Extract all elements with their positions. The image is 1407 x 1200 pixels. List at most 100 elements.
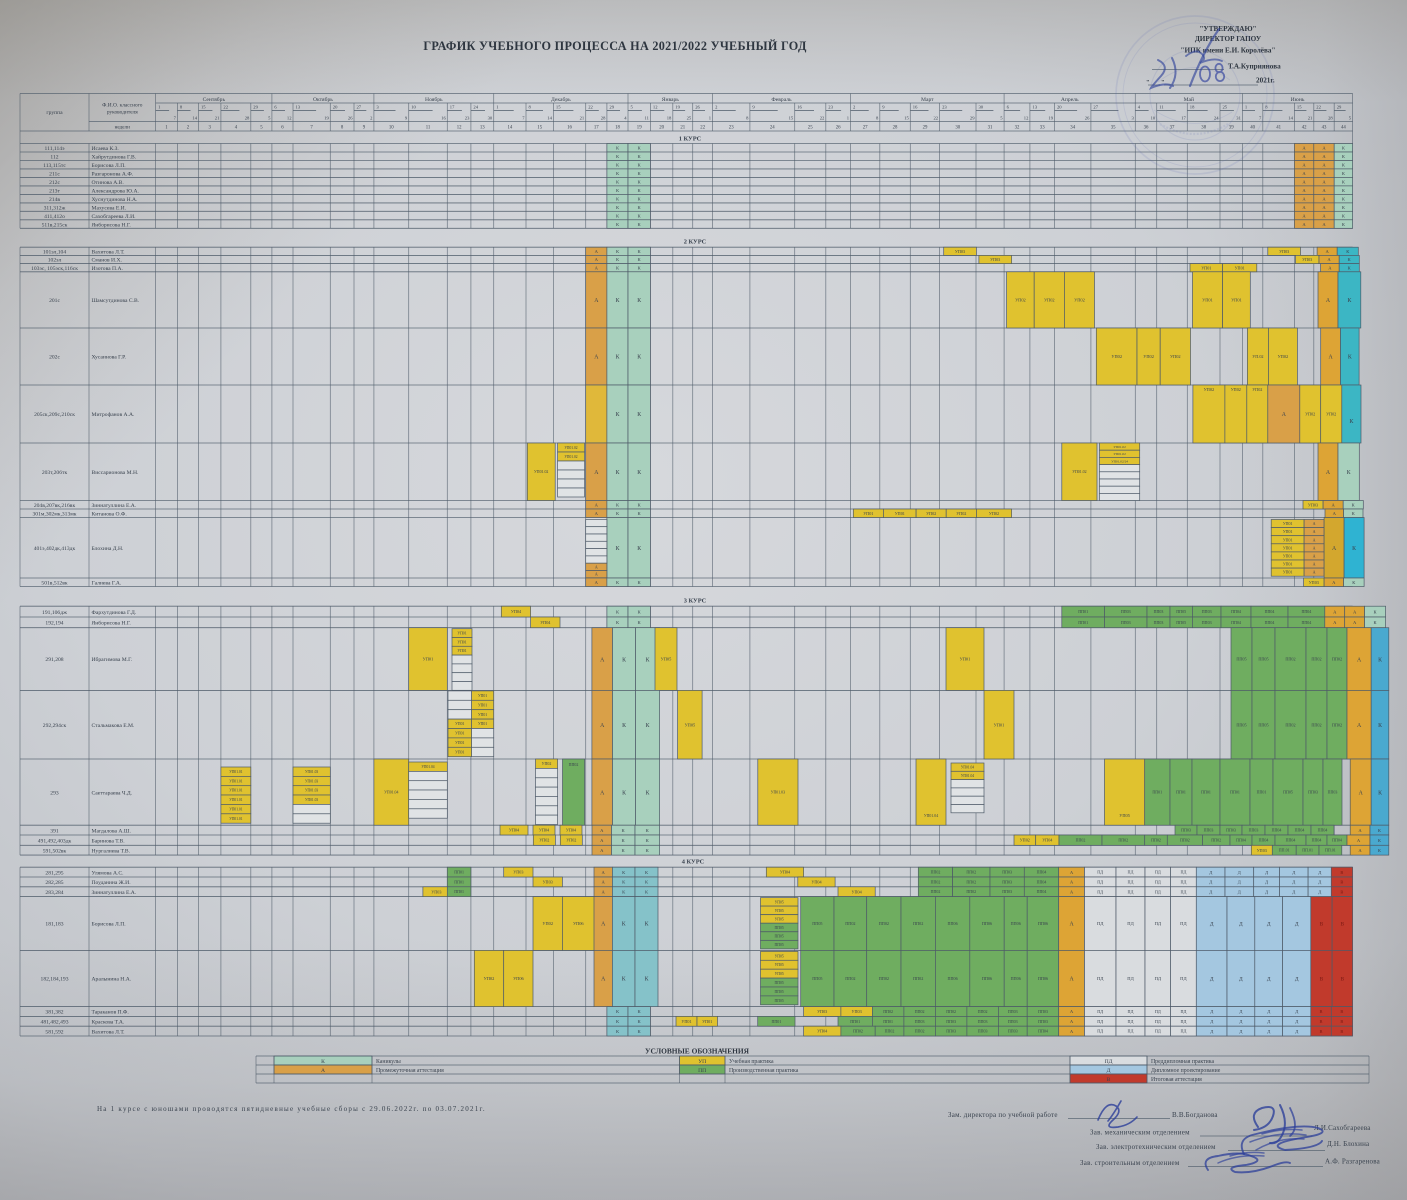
svg-text:К: К (616, 249, 620, 254)
svg-text:18: 18 (667, 116, 672, 121)
svg-text:ПП02: ПП02 (931, 870, 941, 875)
svg-text:Д.Н. Блохина: Д.Н. Блохина (1327, 1140, 1370, 1148)
svg-text:Митрофанов А.А.: Митрофанов А.А. (92, 411, 135, 418)
svg-text:7: 7 (174, 116, 177, 121)
svg-text:ПП06: ПП06 (1038, 976, 1048, 981)
svg-text:ПП04: ПП04 (1231, 620, 1241, 625)
svg-text:293: 293 (50, 790, 59, 796)
svg-text:УП05: УП05 (775, 972, 784, 976)
svg-text:ПП03: ПП03 (1202, 620, 1212, 625)
svg-text:К: К (638, 620, 642, 625)
svg-text:Д: Д (1292, 870, 1295, 875)
svg-text:481,482,493: 481,482,493 (41, 1020, 69, 1026)
svg-text:ПП05: ПП05 (1258, 657, 1268, 662)
svg-text:27: 27 (357, 104, 362, 109)
svg-text:А: А (600, 838, 604, 843)
svg-text:282,285: 282,285 (45, 880, 63, 886)
svg-text:группа: группа (46, 110, 63, 116)
svg-text:ПД: ПД (1097, 870, 1103, 875)
svg-text:ПП.01: ПП.01 (1325, 848, 1336, 853)
svg-text:283,284: 283,284 (45, 890, 63, 896)
svg-text:23: 23 (729, 125, 734, 130)
svg-text:8: 8 (180, 104, 183, 109)
svg-text:К: К (616, 412, 620, 418)
svg-text:ПП06: ПП06 (1011, 976, 1021, 981)
svg-text:В: В (1340, 889, 1343, 894)
svg-text:А: А (595, 503, 599, 508)
svg-text:511в,215ск: 511в,215ск (42, 222, 68, 228)
svg-text:Д: Д (1239, 1019, 1242, 1024)
svg-text:12: 12 (1024, 116, 1029, 121)
svg-text:21: 21 (1308, 116, 1313, 121)
svg-text:ПД: ПД (1155, 889, 1161, 894)
svg-text:ПП02: ПП02 (1151, 838, 1161, 843)
svg-text:3: 3 (376, 104, 379, 109)
svg-text:УП02: УП02 (1231, 387, 1241, 392)
svg-text:7: 7 (310, 125, 313, 130)
svg-text:К: К (616, 1029, 620, 1034)
svg-text:УП01: УП01 (455, 732, 464, 736)
svg-text:15: 15 (556, 104, 561, 109)
svg-text:УП02: УП02 (1252, 387, 1262, 392)
svg-text:103эс, 105эск,116ск: 103эс, 105эск,116ск (31, 266, 78, 272)
svg-text:5: 5 (631, 104, 634, 109)
svg-text:УП01: УП01 (702, 1019, 712, 1024)
svg-text:УП02: УП02 (542, 921, 553, 926)
svg-text:К: К (638, 257, 642, 262)
svg-text:А: А (1322, 154, 1326, 159)
svg-text:К: К (638, 162, 642, 167)
svg-text:К: К (616, 546, 620, 552)
svg-text:УП04: УП04 (540, 620, 551, 625)
svg-text:18: 18 (615, 125, 620, 130)
svg-text:41: 41 (1276, 125, 1281, 130)
svg-text:УП06: УП06 (573, 921, 584, 926)
svg-text:17: 17 (594, 125, 599, 130)
svg-text:УП03: УП03 (1309, 580, 1319, 585)
svg-text:А: А (1328, 265, 1332, 270)
svg-text:А: А (1327, 257, 1331, 262)
svg-text:А: А (1322, 196, 1326, 201)
svg-text:ПП02: ПП02 (1285, 657, 1295, 662)
svg-text:11: 11 (644, 116, 649, 121)
svg-text:ПП02: ПП02 (1332, 657, 1342, 662)
svg-text:ПП03: ПП03 (1002, 889, 1012, 894)
svg-text:ПП04: ПП04 (1265, 620, 1275, 625)
svg-text:ПП01: ПП01 (850, 1019, 860, 1024)
svg-text:ПП02: ПП02 (883, 1009, 893, 1014)
svg-text:УП02: УП02 (956, 511, 966, 516)
svg-text:УП02: УП02 (539, 838, 549, 843)
svg-text:Шамсутдинова С.В.: Шамсутдинова С.В. (92, 298, 140, 304)
svg-text:УП01: УП01 (960, 657, 971, 662)
svg-text:Д: Д (1295, 1019, 1298, 1024)
svg-text:К: К (616, 470, 620, 476)
svg-text:УП01: УП01 (455, 750, 464, 754)
svg-text:ПП05: ПП05 (775, 999, 784, 1003)
svg-text:1 КУРС: 1 КУРС (679, 136, 702, 143)
svg-text:В: В (1320, 1009, 1323, 1014)
svg-text:К: К (622, 828, 626, 833)
svg-text:А: А (595, 257, 599, 262)
svg-text:Баринова Т.В.: Баринова Т.В. (92, 838, 126, 844)
svg-text:9: 9 (882, 104, 885, 109)
svg-text:К: К (638, 1019, 642, 1024)
svg-text:5: 5 (1349, 116, 1352, 121)
svg-text:Д: Д (1318, 870, 1321, 875)
svg-text:УП03: УП03 (543, 880, 553, 885)
svg-text:А: А (1333, 511, 1337, 516)
svg-text:А: А (1333, 620, 1337, 625)
svg-text:УП05: УП05 (775, 900, 784, 904)
svg-text:30: 30 (979, 104, 984, 109)
svg-text:ПП.01: ПП.01 (1302, 848, 1313, 853)
svg-text:К: К (1342, 196, 1346, 201)
svg-text:Зав. механическим отделением: Зав. механическим отделением (1090, 1129, 1190, 1137)
svg-text:"ИПК имени Е.И. Королёва": "ИПК имени Е.И. Королёва" (1181, 47, 1276, 55)
svg-text:ПП06: ПП06 (947, 976, 957, 981)
svg-text:А: А (1313, 537, 1316, 542)
svg-text:ПП01: ПП01 (1201, 790, 1211, 795)
svg-text:ПД: ПД (1128, 870, 1134, 875)
svg-text:26: 26 (695, 104, 700, 109)
svg-text:": " (1146, 79, 1150, 86)
svg-text:К: К (1342, 222, 1346, 227)
svg-text:8: 8 (1265, 104, 1268, 109)
svg-text:А: А (1332, 503, 1336, 508)
